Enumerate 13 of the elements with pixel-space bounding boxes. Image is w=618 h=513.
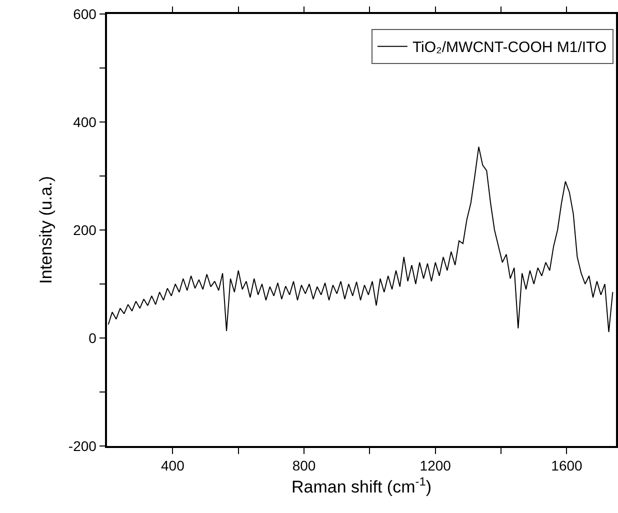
x-tick-label: 800 bbox=[292, 458, 316, 474]
y-tick-label: -200 bbox=[68, 438, 97, 454]
y-tick-label: 0 bbox=[88, 330, 97, 346]
x-tick-label: 1600 bbox=[551, 458, 583, 474]
y-tick-label: 200 bbox=[73, 222, 97, 238]
x-tick-label: 400 bbox=[161, 458, 185, 474]
y-tick-label: 400 bbox=[73, 114, 97, 130]
y-axis-title: Intensity (u.a.) bbox=[36, 176, 56, 284]
x-tick-label: 1200 bbox=[420, 458, 452, 474]
legend-label: TiO₂/MWCNT-COOH M1/ITO bbox=[412, 39, 607, 56]
x-axis-title: Raman shift (cm$^{-1}$) bbox=[292, 474, 432, 496]
y-tick-label: 600 bbox=[73, 6, 97, 22]
line-series bbox=[108, 146, 614, 333]
